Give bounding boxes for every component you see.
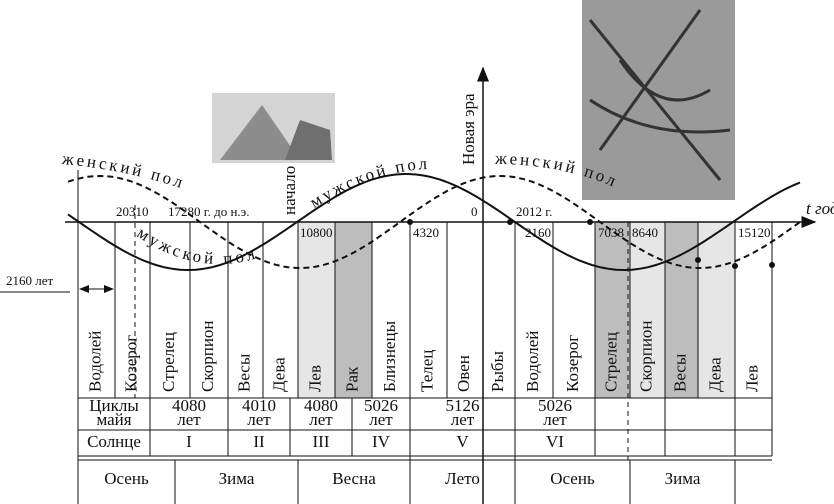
maya-label: майя	[96, 410, 131, 429]
season: Зима	[219, 469, 255, 488]
curve-label-path: женский пол	[60, 149, 185, 193]
season: Осень	[104, 469, 149, 488]
sun-era: VI	[546, 432, 564, 451]
maya-cycle: 5126	[446, 396, 480, 415]
maya-cycle: 4080	[304, 396, 338, 415]
zodiac-label: Скорпион	[198, 320, 217, 392]
maya-cycle: 5026	[538, 396, 572, 415]
year-label: 2012 г.	[516, 204, 552, 219]
maya-cycle: лет	[177, 410, 201, 429]
sun-era: I	[186, 432, 192, 451]
curve-dot	[587, 219, 593, 225]
year-label: 10800	[300, 225, 333, 240]
maya-label: Циклы	[89, 396, 139, 415]
sun-era: II	[253, 432, 265, 451]
maya-cycle: 4010	[242, 396, 276, 415]
zodiac-label: Рак	[342, 366, 361, 392]
season: Лето	[445, 469, 480, 488]
maya-cycle: лет	[247, 410, 271, 429]
sun-era: III	[313, 432, 330, 451]
male-curve	[67, 173, 801, 272]
year-label: 2160	[525, 225, 551, 240]
zodiac-label: Водолей	[523, 331, 542, 392]
curve-dot	[407, 219, 413, 225]
zodiac-label: Телец	[417, 350, 436, 392]
zodiac-label: Стрелец	[601, 332, 620, 392]
maya-cycle: лет	[543, 410, 567, 429]
year-label: 17280 г. до н.э.	[168, 204, 250, 219]
sun-era: V	[456, 432, 469, 451]
year-label: 8640	[632, 225, 658, 240]
maya-cycle: лет	[309, 410, 333, 429]
start-label: начало	[280, 166, 299, 215]
zodiac-label: Весы	[234, 353, 253, 392]
zodiac-label: Водолей	[85, 331, 104, 392]
curve-dot	[507, 219, 513, 225]
sun-label: Солнце	[87, 432, 141, 451]
curve-label-path: мужской пол	[134, 223, 257, 268]
year-label: 0	[471, 204, 478, 219]
female-curve	[67, 174, 801, 270]
maya-cycle: 4080	[172, 396, 206, 415]
axis-label: t год	[806, 199, 834, 218]
maya-cycle: лет	[451, 410, 475, 429]
interval-marker	[0, 285, 114, 293]
season: Весна	[332, 469, 376, 488]
sun-era: IV	[372, 432, 391, 451]
curve-dot	[695, 257, 701, 263]
engraving-image	[582, 0, 735, 200]
curve-dot	[769, 262, 775, 268]
pyramid-image	[212, 93, 335, 163]
shading	[298, 222, 735, 398]
zodiac-label: Лев	[742, 365, 761, 392]
zodiac-label: Рыбы	[488, 350, 507, 392]
era-label: Новая эра	[459, 93, 478, 165]
zodiac-label: Лев	[305, 365, 324, 392]
zodiac-label: Овен	[454, 355, 473, 392]
zodiac-label: Весы	[670, 353, 689, 392]
year-label: 15120	[738, 225, 771, 240]
zodiac-label: Дева	[269, 357, 288, 392]
season: Зима	[665, 469, 701, 488]
year-label: 4320	[413, 225, 439, 240]
season: Осень	[550, 469, 595, 488]
curve-label: мужской пол	[134, 223, 260, 268]
curve-dot	[732, 263, 738, 269]
year-label: 20310	[116, 204, 149, 219]
zodiac-label: Стрелец	[159, 332, 178, 392]
maya-cycle: лет	[369, 410, 393, 429]
interval-label: 2160 лет	[6, 273, 54, 288]
year-label: 7038	[598, 225, 624, 240]
curve-label: женский пол	[60, 149, 188, 193]
zodiac-label: Близнецы	[380, 320, 399, 392]
zodiac-label: Скорпион	[636, 320, 655, 392]
zodiac-label: Козерог	[121, 335, 140, 392]
zodiac-label: Дева	[705, 357, 724, 392]
zodiac-label: Козерог	[563, 335, 582, 392]
maya-cycle: 5026	[364, 396, 398, 415]
